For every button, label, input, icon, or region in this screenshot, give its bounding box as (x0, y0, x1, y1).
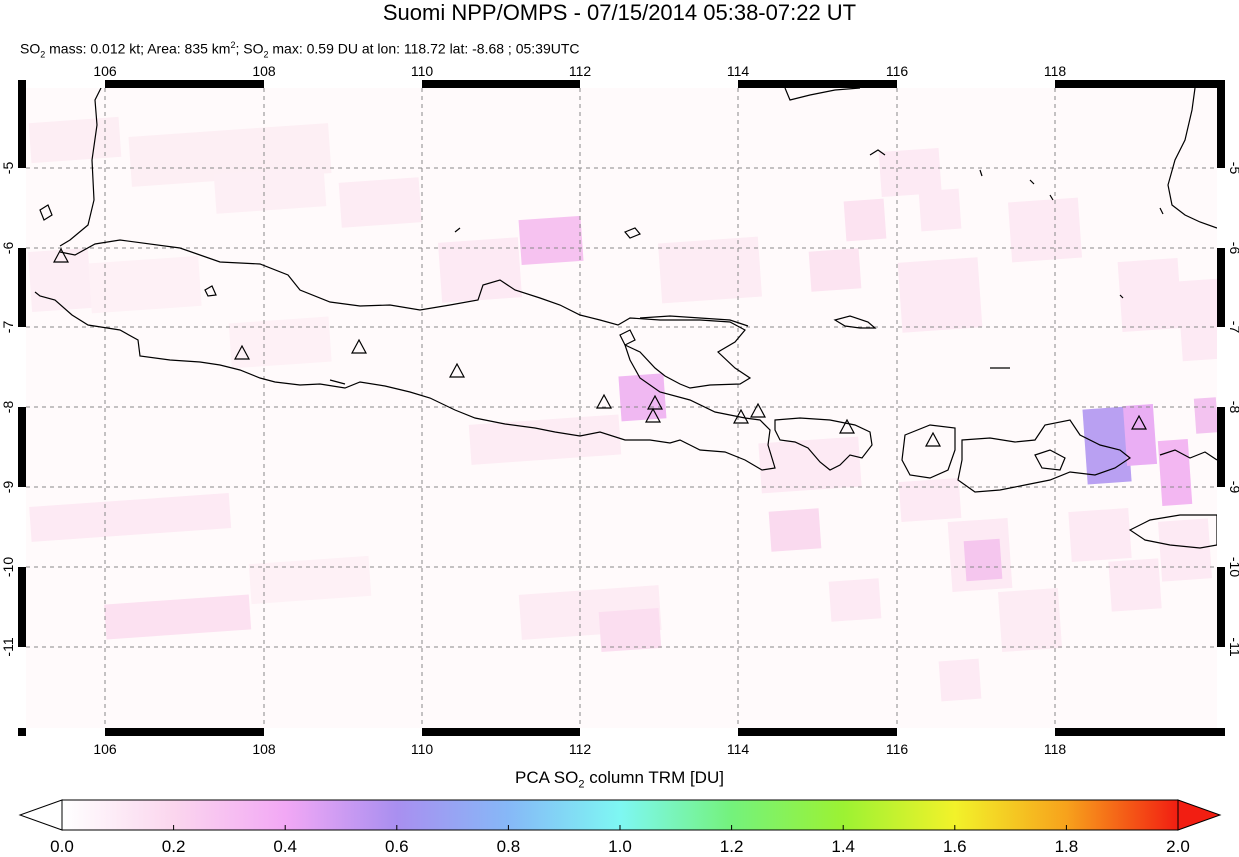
colorbar-tick-label: 0.2 (161, 837, 186, 856)
colorbar-tick-label: 1.4 (831, 837, 856, 856)
coastline-sumba (1128, 514, 1217, 549)
coastline-kalimantan (784, 88, 861, 101)
lat-labels-right: -5 -6 -7 -8 -9 -10 -11 (1227, 162, 1239, 657)
lat-tick-label: -7 (0, 321, 16, 334)
coastline-bawean (624, 227, 641, 239)
colorbar-tick-label: 0.4 (273, 837, 298, 856)
lat-tick-label: -8 (0, 401, 16, 414)
lon-tick-label: 106 (93, 63, 117, 79)
coastline-madura (639, 315, 749, 327)
volcano-icon (448, 362, 466, 378)
volcano-icon (644, 407, 662, 423)
volcano-markers (52, 247, 1148, 447)
lon-tick-label: 116 (886, 63, 909, 79)
lon-tick-label: 112 (569, 63, 592, 79)
volcano-icon (1130, 414, 1148, 430)
lon-tick-label: 108 (252, 63, 276, 79)
coastline-lombok (901, 424, 956, 479)
volcano-icon (350, 338, 368, 354)
coastline-sumbawa (957, 419, 1132, 493)
lon-tick-label: 110 (411, 63, 434, 79)
lon-labels-bottom: 106 108 110 112 114 116 118 (93, 741, 1066, 757)
lat-tick-label: -8 (1227, 401, 1239, 414)
lat-tick-label: -10 (0, 557, 16, 577)
lon-tick-label: 114 (727, 741, 750, 757)
colorbar-title: PCA SO2 column TRM [DU] (515, 768, 724, 791)
map-title: Suomi NPP/OMPS - 07/15/2014 05:38-07:22 … (382, 0, 857, 25)
lon-tick-label: 112 (569, 741, 592, 757)
colorbar-tick-label: 1.6 (942, 837, 967, 856)
lat-tick-label: -11 (1227, 637, 1239, 656)
lat-tick-label: -5 (0, 162, 16, 175)
lat-tick-label: -7 (1227, 321, 1239, 334)
volcano-icon (838, 418, 856, 434)
lon-tick-label: 114 (727, 63, 750, 79)
lat-tick-label: -9 (1227, 481, 1239, 494)
so2-summary: SO2 mass: 0.012 kt; Area: 835 km2; SO2 m… (20, 40, 580, 60)
lat-tick-label: -11 (0, 637, 16, 656)
colorbar-tick-label: 0.0 (50, 837, 74, 856)
volcano-icon (749, 402, 767, 418)
graticule (26, 88, 1217, 728)
colorbar-over-arrow (1177, 799, 1222, 831)
lon-tick-label: 108 (252, 741, 276, 757)
lat-tick-label: -6 (0, 242, 16, 255)
colorbar-tick-label: 2.0 (1166, 837, 1190, 856)
volcano-icon (924, 431, 942, 447)
lat-tick-label: -5 (1227, 162, 1239, 175)
coastline-sumatra (59, 88, 102, 247)
lon-tick-label: 118 (1044, 741, 1067, 757)
lon-tick-label: 118 (1044, 63, 1067, 79)
colorbar-tick-label: 1.2 (719, 837, 744, 856)
frame-ticks (18, 80, 1225, 736)
lon-tick-label: 116 (886, 741, 909, 757)
volcano-icon (233, 344, 251, 360)
lon-tick-label: 106 (93, 741, 117, 757)
lat-labels-left: -5 -6 -7 -8 -9 -10 -11 (0, 162, 16, 657)
coastlines (34, 88, 1217, 549)
lat-tick-label: -6 (1227, 242, 1239, 255)
colorbar-under-arrow (18, 799, 63, 831)
coastline-bali (774, 417, 873, 471)
volcano-icon (732, 408, 750, 424)
lat-tick-label: -10 (1227, 557, 1239, 577)
colorbar (18, 799, 1222, 831)
volcano-icon (52, 247, 70, 263)
coastline-sulawesi (1167, 88, 1217, 229)
colorbar-tick-label: 1.8 (1054, 837, 1079, 856)
colorbar-tick-label: 1.0 (608, 837, 632, 856)
colorbar-tick-label: 0.6 (384, 837, 409, 856)
colorbar-tick-label: 0.8 (496, 837, 521, 856)
coastline-java (34, 239, 776, 471)
volcano-icon (646, 394, 664, 410)
lon-labels-top: 106 108 110 112 114 116 118 (93, 63, 1066, 79)
volcano-icon (595, 393, 613, 409)
lat-tick-label: -9 (0, 481, 16, 494)
lon-tick-label: 110 (411, 741, 434, 757)
